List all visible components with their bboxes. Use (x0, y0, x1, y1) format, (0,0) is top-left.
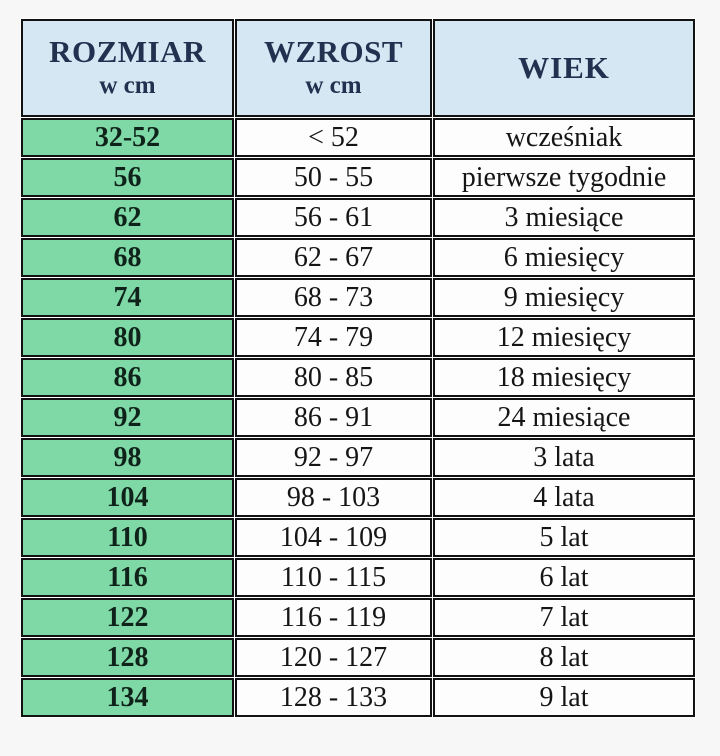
table-row: 74 68 - 73 9 miesięcy (21, 278, 695, 317)
age-cell: 12 miesięcy (433, 318, 695, 357)
header-wzrost: WZROST w cm (235, 19, 432, 117)
table-row: 104 98 - 103 4 lata (21, 478, 695, 517)
age-cell: 7 lat (433, 598, 695, 637)
age-cell: wcześniak (433, 118, 695, 157)
table-row: 32-52 < 52 wcześniak (21, 118, 695, 157)
age-cell: 3 miesiące (433, 198, 695, 237)
height-range-cell: < 52 (235, 118, 432, 157)
size-cell: 116 (21, 558, 234, 597)
height-range-cell: 50 - 55 (235, 158, 432, 197)
size-cell: 86 (21, 358, 234, 397)
height-range-cell: 92 - 97 (235, 438, 432, 477)
table-row: 116 110 - 115 6 lat (21, 558, 695, 597)
age-cell: 24 miesiące (433, 398, 695, 437)
size-cell: 80 (21, 318, 234, 357)
age-cell: 6 miesięcy (433, 238, 695, 277)
table-row: 56 50 - 55 pierwsze tygodnie (21, 158, 695, 197)
size-cell: 56 (21, 158, 234, 197)
table-row: 128 120 - 127 8 lat (21, 638, 695, 677)
table-header: ROZMIAR w cm WZROST w cm WIEK (21, 19, 695, 117)
table-row: 110 104 - 109 5 lat (21, 518, 695, 557)
size-cell: 98 (21, 438, 234, 477)
size-cell: 104 (21, 478, 234, 517)
header-row: ROZMIAR w cm WZROST w cm WIEK (21, 19, 695, 117)
height-range-cell: 86 - 91 (235, 398, 432, 437)
age-cell: 6 lat (433, 558, 695, 597)
header-rozmiar-title: ROZMIAR (49, 34, 206, 69)
height-range-cell: 116 - 119 (235, 598, 432, 637)
size-cell: 134 (21, 678, 234, 717)
age-cell: 5 lat (433, 518, 695, 557)
size-cell: 122 (21, 598, 234, 637)
age-cell: pierwsze tygodnie (433, 158, 695, 197)
header-wiek-title: WIEK (518, 50, 610, 85)
height-range-cell: 128 - 133 (235, 678, 432, 717)
table-row: 134 128 - 133 9 lat (21, 678, 695, 717)
header-wzrost-subtitle: w cm (305, 72, 362, 99)
header-rozmiar-subtitle: w cm (99, 72, 156, 99)
table-body: 32-52 < 52 wcześniak 56 50 - 55 pierwsze… (21, 118, 695, 717)
header-rozmiar: ROZMIAR w cm (21, 19, 234, 117)
height-range-cell: 110 - 115 (235, 558, 432, 597)
size-cell: 92 (21, 398, 234, 437)
table-row: 62 56 - 61 3 miesiące (21, 198, 695, 237)
age-cell: 3 lata (433, 438, 695, 477)
age-cell: 8 lat (433, 638, 695, 677)
height-range-cell: 62 - 67 (235, 238, 432, 277)
height-range-cell: 74 - 79 (235, 318, 432, 357)
table-row: 80 74 - 79 12 miesięcy (21, 318, 695, 357)
height-range-cell: 98 - 103 (235, 478, 432, 517)
table-row: 68 62 - 67 6 miesięcy (21, 238, 695, 277)
table-row: 92 86 - 91 24 miesiące (21, 398, 695, 437)
height-range-cell: 56 - 61 (235, 198, 432, 237)
table-row: 98 92 - 97 3 lata (21, 438, 695, 477)
size-chart-table: ROZMIAR w cm WZROST w cm WIEK 32-52 < 52… (20, 18, 696, 718)
age-cell: 18 miesięcy (433, 358, 695, 397)
age-cell: 9 miesięcy (433, 278, 695, 317)
table-row: 122 116 - 119 7 lat (21, 598, 695, 637)
size-cell: 110 (21, 518, 234, 557)
header-wzrost-title: WZROST (263, 34, 404, 69)
height-range-cell: 80 - 85 (235, 358, 432, 397)
size-cell: 74 (21, 278, 234, 317)
size-cell: 62 (21, 198, 234, 237)
header-wiek: WIEK (433, 19, 695, 117)
height-range-cell: 68 - 73 (235, 278, 432, 317)
size-cell: 32-52 (21, 118, 234, 157)
height-range-cell: 104 - 109 (235, 518, 432, 557)
size-cell: 68 (21, 238, 234, 277)
age-cell: 9 lat (433, 678, 695, 717)
size-cell: 128 (21, 638, 234, 677)
age-cell: 4 lata (433, 478, 695, 517)
height-range-cell: 120 - 127 (235, 638, 432, 677)
table-row: 86 80 - 85 18 miesięcy (21, 358, 695, 397)
